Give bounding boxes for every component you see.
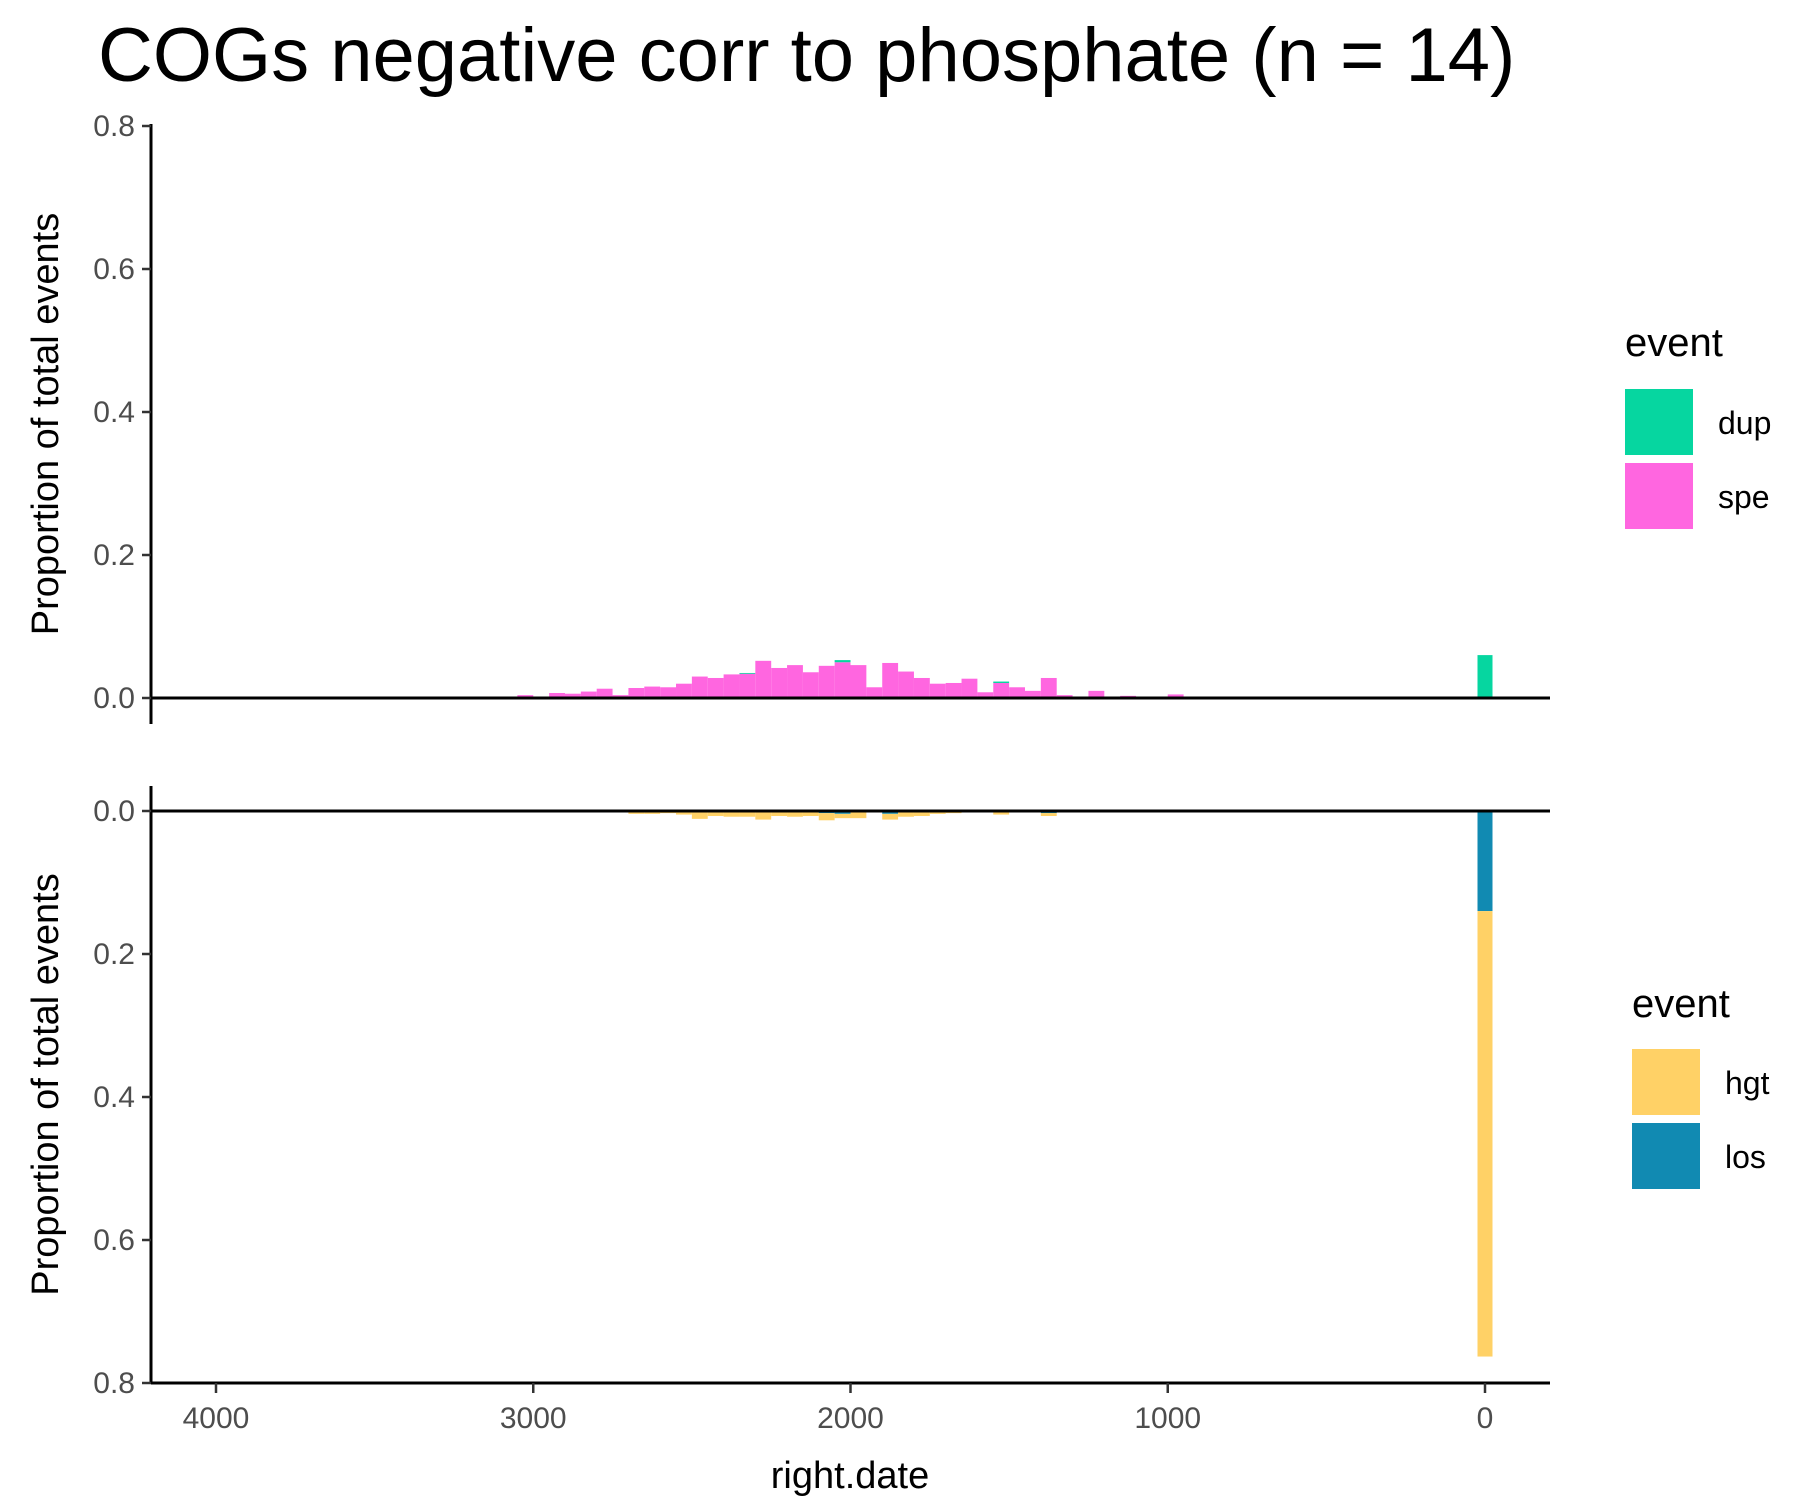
bar-spe [564,693,581,698]
panel-bottom-y-tick-label: 0.8 [93,1367,135,1400]
legend-label-hgt: hgt [1725,1065,1770,1101]
bar-spe [898,671,914,698]
legend-key-dup [1625,389,1693,455]
bar-hgt [723,812,740,817]
bar-hgt [787,812,803,817]
panel-top-y-tick-label: 0.0 [93,682,135,715]
bar-spe [866,687,883,698]
bar-spe [644,686,661,698]
panel-top-y-axis-title: Proportion of total events [25,213,67,635]
bar-hgt [739,811,756,817]
legend-top-title: event [1625,321,1723,365]
bar-hgt [755,812,772,820]
legend-bottom-title: event [1632,982,1730,1026]
legend-key-los [1632,1123,1700,1189]
bar-spe [628,687,645,698]
bar-hgt [834,813,851,819]
bar-spe [580,691,597,698]
bar-spe [660,687,677,698]
bar-spe [993,682,1010,698]
bar-hgt [898,811,914,817]
bar-spe [802,672,819,698]
bar-spe [1167,694,1184,698]
panel-top-y-tick-label: 0.2 [93,539,135,572]
bar-hgt [1477,911,1493,1357]
bar-hgt [850,812,867,819]
bar-spe [549,692,565,698]
bar-spe [755,660,772,698]
legend-label-dup: dup [1718,405,1771,441]
bar-hgt [913,811,930,817]
x-axis-title: right.date [771,1455,929,1497]
bar-hgt [771,811,788,817]
bar-spe [723,674,740,698]
bar-dup [834,660,851,663]
panel-top-y-tick-label: 0.8 [93,110,135,143]
panel-top-y-tick-label: 0.6 [93,253,135,286]
panel-bottom-y-tick-label: 0.4 [93,1081,135,1114]
legend-label-spe: spe [1718,479,1770,515]
bar-spe [691,676,708,698]
bar-hgt [1040,813,1057,817]
panel-bottom-y-tick-label: 0.2 [93,938,135,971]
bar-hgt [882,813,899,820]
bar-spe [945,682,962,698]
bar-spe [834,662,851,698]
panel-bottom-y-axis-title: Proportion of total events [25,873,67,1295]
bar-spe [596,688,613,698]
bar-hgt [676,811,692,815]
bar-spe [929,683,946,698]
bar-spe [977,692,994,698]
bar-spe [818,665,835,698]
bar-spe [771,667,788,698]
bar-dup [1477,655,1493,698]
bar-spe [707,677,724,698]
bar-spe [882,662,899,698]
bar-hgt [691,812,708,819]
legend-label-los: los [1725,1139,1766,1175]
bar-hgt [929,811,946,814]
x-tick-label: 0 [1477,1402,1494,1435]
bar-dup [993,681,1010,683]
chart-title: COGs negative corr to phosphate (n = 14) [98,13,1516,98]
x-tick-label: 1000 [1134,1402,1201,1435]
panel-top-y-tick-label: 0.4 [93,396,135,429]
bar-spe [1040,677,1057,698]
bar-spe [1024,690,1041,698]
bar-spe [913,677,930,698]
bar-spe [1088,690,1105,698]
bar-spe [1009,687,1025,698]
x-tick-label: 2000 [817,1402,884,1435]
bar-spe [961,678,978,698]
bar-spe [676,683,692,698]
bar-los [1477,811,1493,912]
panel-bottom-y-tick-label: 0.0 [93,795,135,828]
bar-spe [850,665,867,698]
panel-bottom-y-tick-label: 0.6 [93,1224,135,1257]
bar-spe [787,665,803,698]
x-tick-label: 3000 [500,1402,567,1435]
bar-hgt [993,811,1010,815]
bar-spe [739,673,756,698]
bar-hgt [818,813,835,821]
bar-hgt [707,811,724,817]
bar-dup [739,672,756,674]
legend-key-hgt [1632,1049,1700,1115]
bar-hgt [802,811,819,817]
x-tick-label: 4000 [183,1402,250,1435]
legend-key-spe [1625,463,1693,529]
